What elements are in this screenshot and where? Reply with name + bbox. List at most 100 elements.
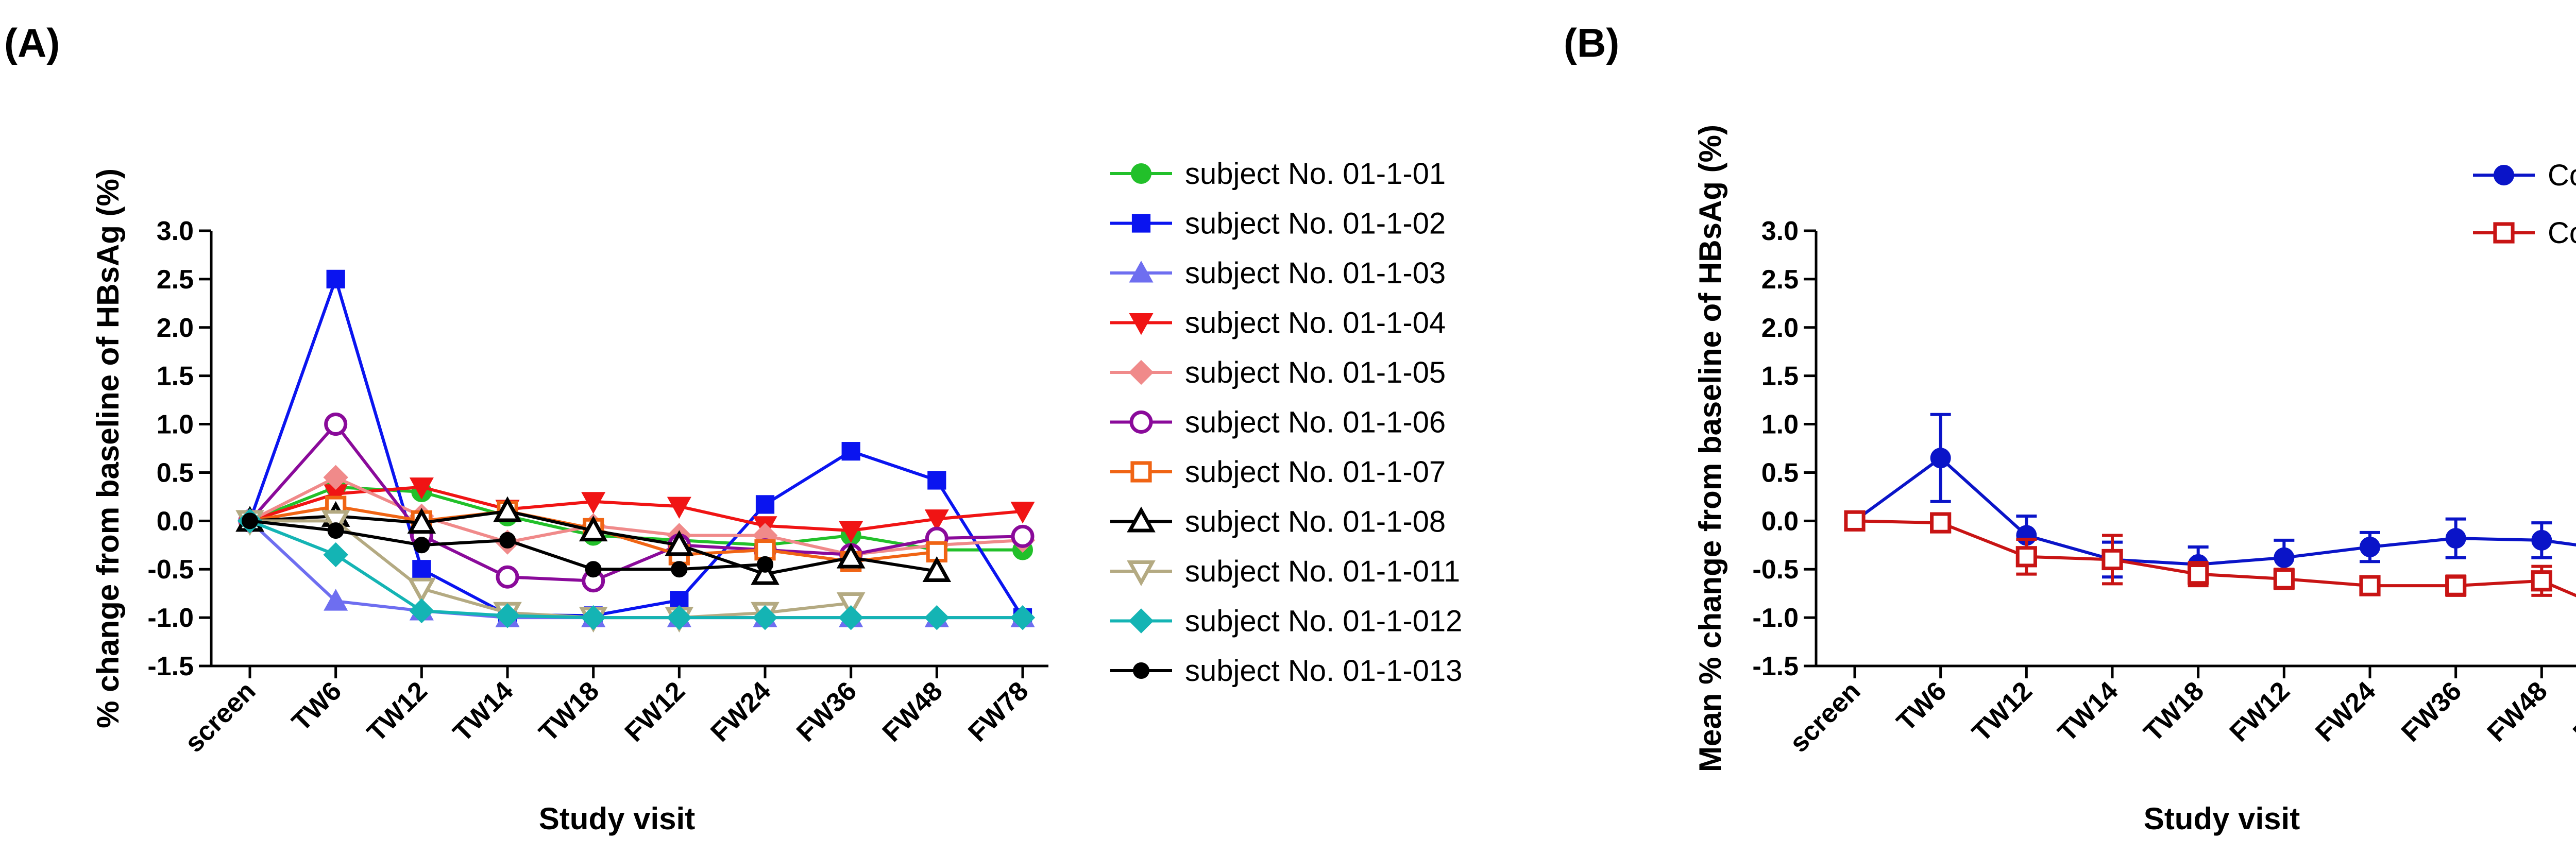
data-point — [922, 556, 952, 582]
data-point — [321, 510, 350, 536]
legend-marker — [1128, 360, 1154, 385]
data-point — [323, 542, 348, 568]
legend-label: subject No. 01-1-011 — [1185, 555, 1460, 588]
legend-marker — [1133, 662, 1149, 679]
legend: subject No. 01-1-01 subject No. 01-1-02 su… — [1110, 157, 1462, 688]
data-point — [495, 603, 520, 628]
series-line — [248, 277, 1024, 619]
x-tick-label: FW36 — [2396, 676, 2467, 747]
legend-marker — [1127, 560, 1156, 587]
x-tick-label: FW36 — [791, 676, 862, 747]
y-tick-label: 0.0 — [1761, 506, 1799, 536]
data-point — [1011, 524, 1035, 548]
legend-marker — [1131, 214, 1151, 233]
data-point — [412, 560, 431, 579]
legend-marker — [1129, 261, 1154, 283]
data-point — [2445, 575, 2467, 596]
series-9 — [237, 508, 1036, 630]
x-tick-label: FW48 — [2482, 676, 2553, 747]
legend-marker — [1130, 461, 1152, 483]
x-tick-label: TW18 — [533, 676, 605, 747]
y-tick-label: 0.5 — [157, 458, 194, 488]
legend: Cohort 1 Cohort 2 — [2473, 159, 2576, 250]
data-point — [752, 605, 778, 630]
x-tick-label: FW24 — [2310, 676, 2381, 747]
data-point — [924, 605, 950, 630]
series-line — [1854, 519, 2576, 597]
y-tick-label: 1.5 — [1761, 362, 1799, 391]
x-tick-label: screen — [1784, 676, 1867, 758]
legend-label: subject No. 01-1-01 — [1185, 157, 1446, 191]
data-point — [409, 477, 434, 500]
data-point — [667, 497, 691, 519]
data-point — [327, 522, 344, 539]
series-line — [248, 422, 1023, 583]
legend-label: subject No. 01-1-07 — [1185, 455, 1446, 489]
data-point — [836, 592, 866, 619]
x-tick-label: FW12 — [619, 676, 691, 747]
y-tick-label: -1.5 — [147, 652, 194, 681]
data-point — [2102, 549, 2123, 571]
y-tick-label: 0.5 — [1761, 458, 1799, 488]
y-tick-label: 1.0 — [157, 410, 194, 440]
panel-label: (A) — [4, 20, 60, 65]
y-tick-label: 2.0 — [1761, 313, 1799, 343]
data-point — [324, 413, 348, 436]
data-point — [493, 496, 522, 522]
data-point — [667, 605, 692, 630]
y-tick-label: 1.0 — [1761, 410, 1799, 440]
legend-marker — [1128, 608, 1154, 634]
data-point — [581, 605, 606, 630]
data-point — [2274, 547, 2295, 568]
panel-0: (A) 3.0 2.5 2.0 1.5 1.0 0.5 0.0 -0.5 -1.0 -1.5scre… — [4, 20, 1462, 836]
y-tick-label: 2.0 — [157, 313, 194, 343]
data-point — [2015, 546, 2037, 568]
legend-marker — [1129, 411, 1153, 434]
y-tick-label: 3.0 — [1761, 216, 1799, 246]
x-tick-label: TW12 — [362, 676, 433, 747]
y-tick-label: 2.5 — [1761, 265, 1799, 295]
data-point — [2273, 568, 2295, 590]
data-point — [407, 577, 436, 604]
data-point — [757, 556, 773, 573]
data-point — [665, 530, 694, 556]
data-point — [585, 561, 602, 578]
x-tick-label: TW14 — [447, 676, 519, 747]
data-point — [751, 559, 779, 585]
x-axis-title: Study visit — [539, 801, 695, 836]
y-axis-title: % change from baseline of HBsAg (%) — [91, 168, 125, 728]
data-point — [755, 495, 775, 514]
x-tick-label: FW12 — [2224, 676, 2296, 747]
x-tick-label: screen — [179, 676, 262, 758]
data-point — [242, 512, 258, 529]
data-point — [581, 492, 606, 514]
data-point — [413, 537, 430, 554]
series-line — [249, 485, 1023, 533]
data-point — [1844, 510, 1866, 532]
series-line — [1854, 456, 2576, 566]
y-tick-label: -1.0 — [147, 603, 194, 633]
data-point — [496, 565, 519, 589]
data-point — [324, 589, 348, 611]
panel-label: (B) — [1564, 20, 1619, 65]
y-tick-label: -1.5 — [1752, 652, 1799, 681]
legend-marker — [1131, 163, 1151, 184]
legend-label: subject No. 01-1-06 — [1185, 406, 1446, 439]
data-point — [2531, 529, 2552, 551]
series-4 — [237, 465, 1036, 568]
x-axis-title: Study visit — [2144, 801, 2300, 836]
series-0 — [1844, 413, 2576, 584]
data-point — [2360, 537, 2380, 558]
y-axis-title: Mean % change from baseline of HBsAg (%) — [1693, 125, 1727, 772]
data-point — [2531, 570, 2552, 592]
x-tick-label: TW6 — [286, 676, 348, 737]
legend-label: Cohort 2 — [2548, 216, 2576, 250]
data-point — [924, 509, 949, 532]
x-tick-label: TW14 — [2052, 676, 2124, 747]
data-point — [2445, 528, 2466, 549]
data-point — [836, 542, 866, 569]
y-tick-label: -0.5 — [147, 555, 194, 585]
data-point — [927, 471, 946, 490]
legend-marker — [1129, 313, 1154, 335]
